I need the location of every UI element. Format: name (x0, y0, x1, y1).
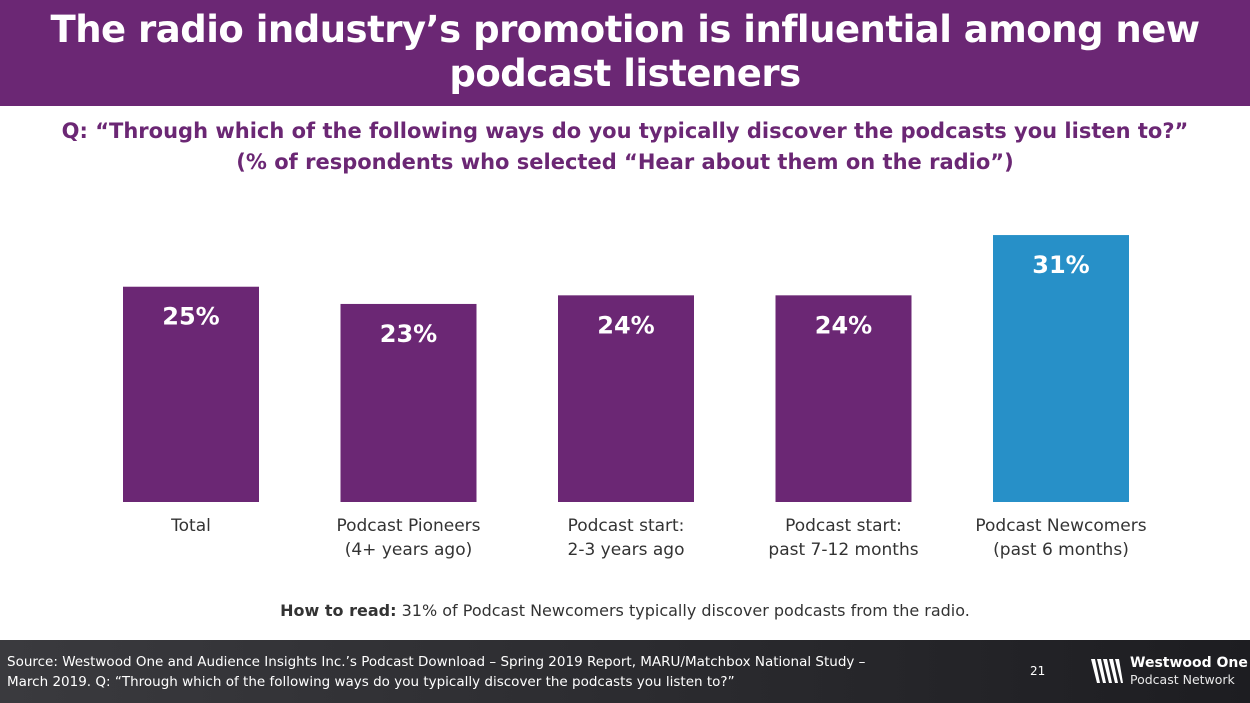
westwood-one-logo-icon (1091, 659, 1123, 683)
source-line-2: March 2019. Q: “Through which of the fol… (7, 674, 735, 690)
how-to-read-label: How to read: (280, 601, 397, 620)
category-label-2-line-1: 2-3 years ago (568, 540, 685, 560)
page-number: 21 (1030, 664, 1046, 678)
westwood-one-logo: Westwood One Podcast Network (1090, 654, 1248, 688)
question-line-1: Q: “Through which of the following ways … (61, 119, 1189, 143)
question-line-2: (% of respondents who selected “Hear abo… (236, 150, 1014, 174)
bar-4 (993, 235, 1129, 503)
how-to-read-text: 31% of Podcast Newcomers typically disco… (396, 601, 970, 620)
title-band: The radio industry’s promotion is influe… (0, 0, 1250, 106)
bar-value-label-3: 24% (815, 311, 872, 339)
source-line-1: Source: Westwood One and Audience Insigh… (7, 654, 866, 670)
category-label-3-line-1: past 7-12 months (768, 540, 918, 560)
category-label-4-line-0: Podcast Newcomers (975, 516, 1146, 536)
category-label-0-line-0: Total (170, 516, 211, 536)
category-label-3-line-0: Podcast start: (785, 516, 902, 536)
logo-name: Westwood One (1130, 655, 1248, 671)
category-label-1-line-1: (4+ years ago) (345, 540, 473, 560)
bar-value-label-2: 24% (597, 311, 654, 339)
bar-value-label-1: 23% (380, 320, 437, 348)
bar-chart: 25% Total 23% Podcast Pioneers (4+ years ago… (123, 235, 1147, 560)
logo-subtitle: Podcast Network (1130, 672, 1235, 687)
footer: Source: Westwood One and Audience Insigh… (0, 640, 1250, 703)
bar-2 (558, 295, 694, 502)
slide-title: The radio industry’s promotion is influe… (50, 8, 1200, 95)
source-note: Source: Westwood One and Audience Insigh… (7, 652, 1007, 692)
how-to-read: How to read: 31% of Podcast Newcomers ty… (0, 601, 1250, 620)
bar-3 (775, 295, 912, 502)
question-text: Q: “Through which of the following ways … (0, 116, 1250, 178)
category-label-4-line-1: (past 6 months) (993, 540, 1129, 560)
bar-0 (123, 286, 259, 502)
category-label-1-line-0: Podcast Pioneers (336, 516, 480, 536)
bar-value-label-0: 25% (162, 303, 219, 331)
bar-value-label-4: 31% (1032, 251, 1089, 279)
bar-1 (340, 303, 477, 502)
category-label-2-line-0: Podcast start: (568, 516, 685, 536)
